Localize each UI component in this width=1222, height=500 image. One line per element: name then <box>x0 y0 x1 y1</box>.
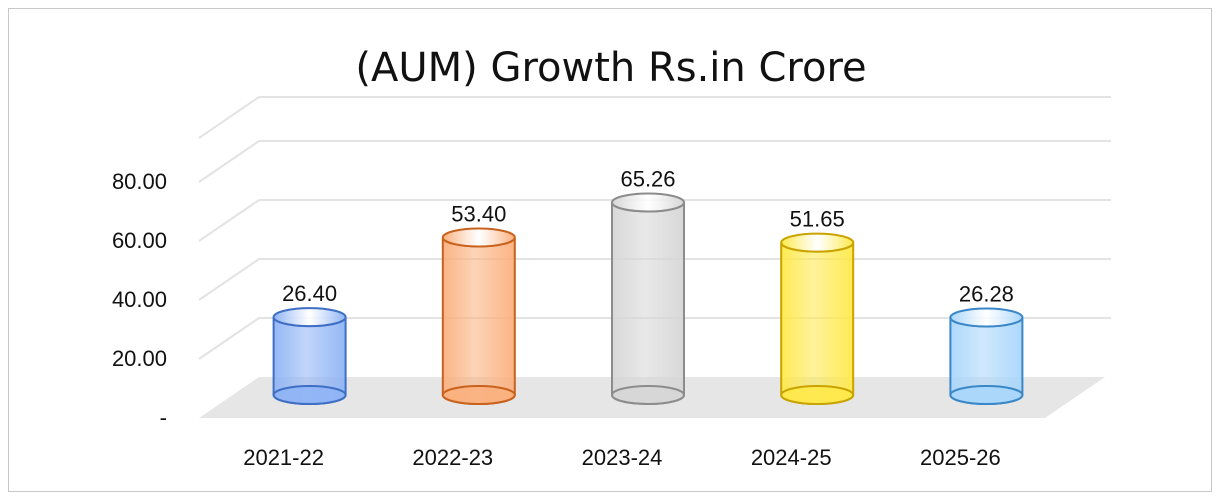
gridline-side <box>198 199 260 242</box>
x-tick-label: 2025-26 <box>920 445 1001 470</box>
bar-top <box>272 307 347 328</box>
chart: (AUM) Growth Rs.in Crore - 20.00 40.00 60.0… <box>112 45 1111 470</box>
x-tick-label: 2021-22 <box>243 445 324 470</box>
bar-base <box>780 385 855 405</box>
bar-base <box>949 385 1024 405</box>
x-tick-label: 2023-24 <box>582 445 663 470</box>
bar-2024-25 <box>780 232 855 405</box>
bar-body <box>441 237 516 405</box>
x-tick-label: 2022-23 <box>412 445 493 470</box>
bar-base <box>441 385 516 405</box>
bar-2022-23 <box>441 227 516 405</box>
gridline-side <box>198 140 260 183</box>
bar-2023-24 <box>611 192 685 405</box>
y-tick-label: 40.00 <box>112 287 167 312</box>
bar-top <box>949 307 1024 328</box>
bar-top <box>780 232 855 253</box>
bar-base <box>611 385 685 405</box>
y-tick-label: 20.00 <box>112 346 167 371</box>
y-tick-label: 60.00 <box>112 228 167 253</box>
bar-base <box>272 385 347 405</box>
bar-body <box>611 202 685 405</box>
x-axis: 2021-22 2022-23 2023-24 2024-25 2025-26 <box>243 445 1001 470</box>
data-label: 26.28 <box>959 281 1014 306</box>
chart-frame: (AUM) Growth Rs.in Crore - 20.00 40.00 60.0… <box>8 8 1212 492</box>
bar-top <box>441 227 516 248</box>
data-label: 53.40 <box>451 201 506 226</box>
gridline-side <box>198 317 260 360</box>
gridline-side <box>198 258 260 301</box>
y-tick-label: - <box>160 405 167 430</box>
bar-2025-26 <box>949 307 1024 405</box>
data-label: 65.26 <box>620 166 675 191</box>
data-label: 51.65 <box>790 207 845 232</box>
y-axis: - 20.00 40.00 60.00 80.00 <box>112 169 167 430</box>
y-tick-label: 80.00 <box>112 169 167 194</box>
gridline-side <box>198 96 260 139</box>
bars: 26.40 53.40 65.26 51.65 26.28 <box>272 166 1024 405</box>
bar-2021-22 <box>272 307 347 405</box>
data-label: 26.40 <box>282 281 337 306</box>
bar-body <box>780 242 855 405</box>
x-tick-label: 2024-25 <box>751 445 832 470</box>
bar-top <box>611 192 685 213</box>
chart-title: (AUM) Growth Rs.in Crore <box>355 45 866 91</box>
